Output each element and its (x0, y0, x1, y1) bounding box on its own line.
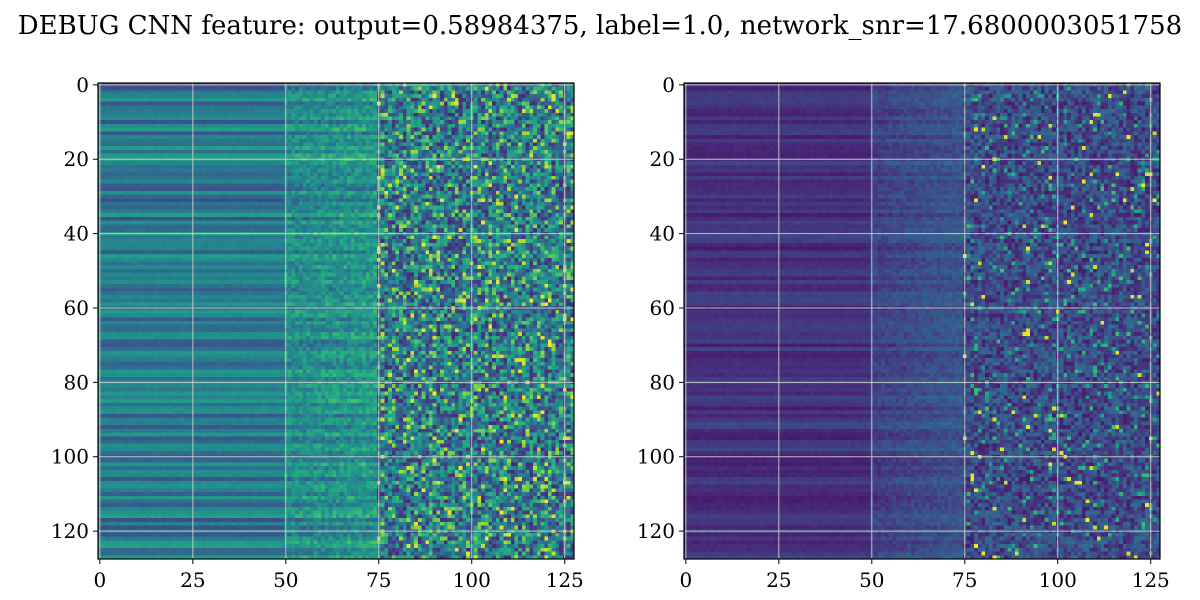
x-tick-label: 25 (766, 568, 791, 592)
x-tick-label: 0 (679, 568, 692, 592)
heatmap-image-right (684, 83, 1160, 559)
grid-lines-left (98, 83, 574, 559)
x-tick-label: 50 (859, 568, 884, 592)
y-tick-label: 20 (64, 147, 89, 171)
y-tick-label: 60 (650, 296, 675, 320)
heatmap-panel-right: 0 25 50 75 100 125 0 20 40 60 80 100 120 (637, 73, 1170, 592)
y-tick-label: 120 (51, 519, 89, 543)
heatmap-panel-left: 0 25 50 75 100 125 0 20 40 60 80 100 120 (51, 73, 584, 592)
x-tick-label: 100 (1039, 568, 1077, 592)
y-tick-label: 40 (650, 222, 675, 246)
grid-lines-right (684, 83, 1160, 559)
y-tick-label: 60 (64, 296, 89, 320)
y-tick-label: 100 (51, 445, 89, 469)
ticks-right: 0 25 50 75 100 125 0 20 40 60 80 100 120 (637, 73, 1170, 592)
axes-frame-right (683, 82, 1161, 560)
x-tick-label: 50 (273, 568, 298, 592)
x-tick-label: 0 (93, 568, 106, 592)
y-tick-label: 0 (76, 73, 89, 97)
y-tick-label: 120 (637, 519, 675, 543)
y-tick-label: 100 (637, 445, 675, 469)
x-tick-label: 100 (453, 568, 491, 592)
axes-frame-left (97, 82, 575, 560)
x-tick-label: 125 (1132, 568, 1170, 592)
x-tick-label: 125 (546, 568, 584, 592)
y-tick-label: 20 (650, 147, 675, 171)
figure-suptitle: DEBUG CNN feature: output=0.58984375, la… (18, 11, 1182, 41)
y-tick-label: 80 (650, 370, 675, 394)
y-tick-label: 40 (64, 222, 89, 246)
x-tick-label: 75 (952, 568, 977, 592)
x-tick-label: 25 (180, 568, 205, 592)
x-tick-label: 75 (366, 568, 391, 592)
y-tick-label: 80 (64, 370, 89, 394)
heatmap-image-left (98, 83, 574, 559)
y-tick-label: 0 (662, 73, 675, 97)
ticks-left: 0 25 50 75 100 125 0 20 40 60 80 100 120 (51, 73, 584, 592)
